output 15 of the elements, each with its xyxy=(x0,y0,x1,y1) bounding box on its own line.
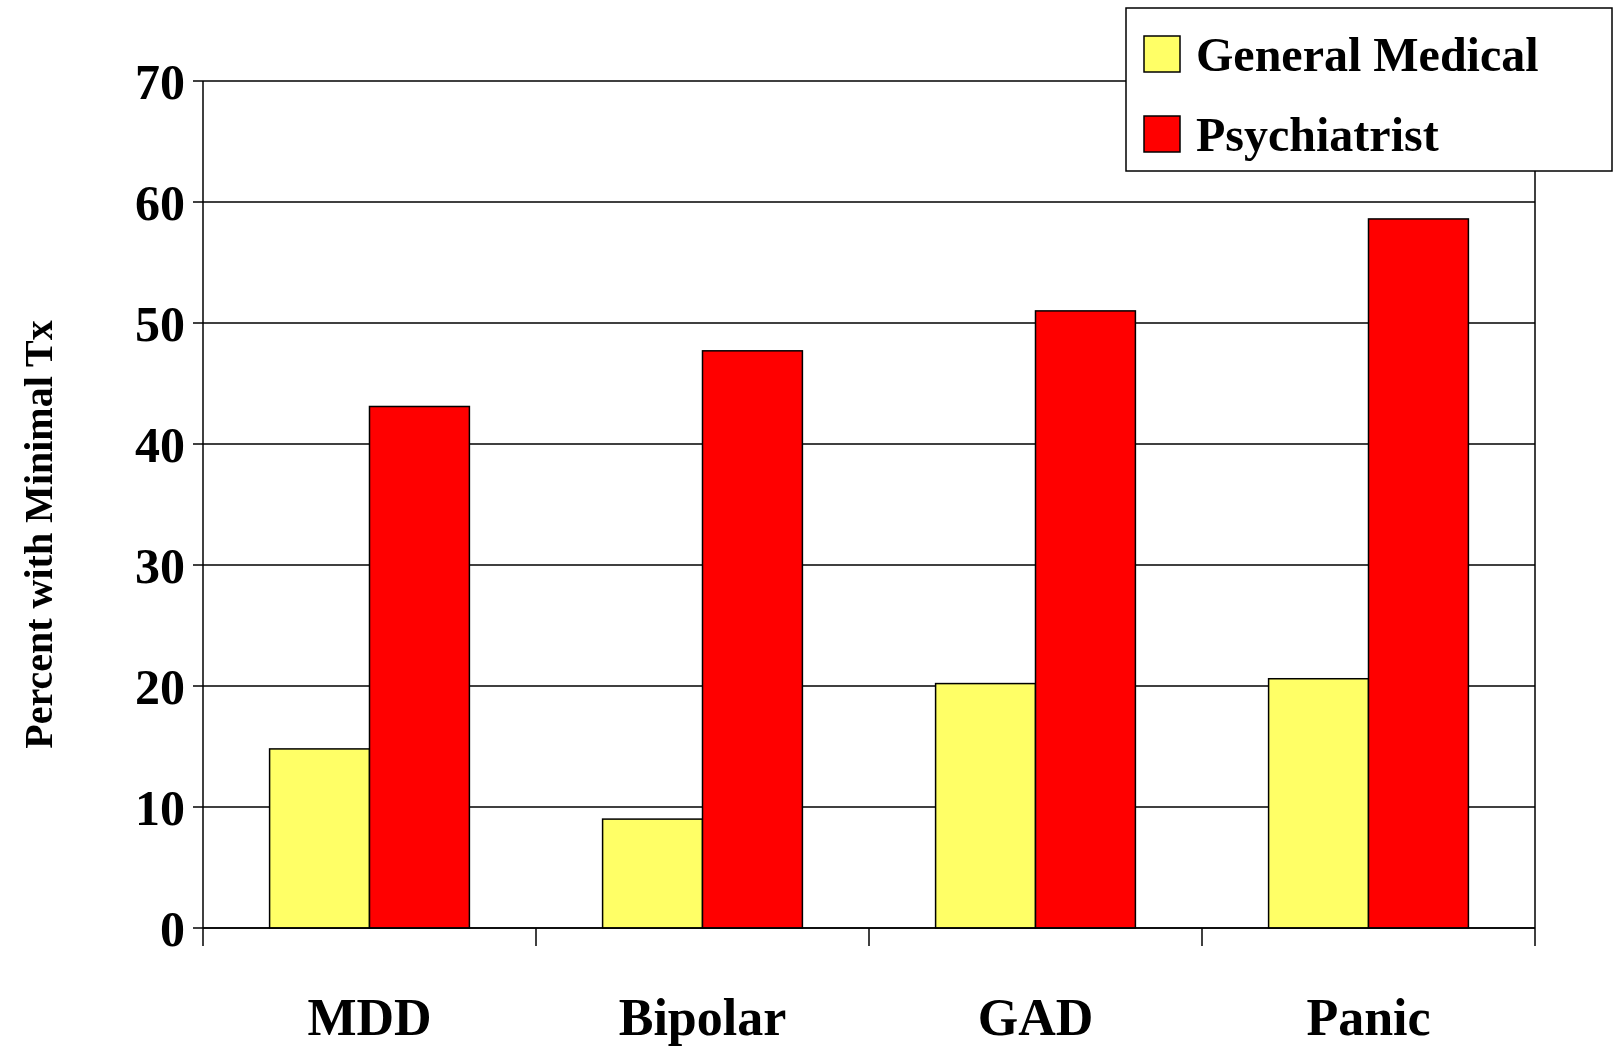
x-tick-label: Panic xyxy=(1306,989,1431,1046)
y-tick-label: 20 xyxy=(135,658,185,715)
legend-label: Psychiatrist xyxy=(1196,107,1439,161)
y-tick-label: 30 xyxy=(135,537,185,594)
y-tick-label: 70 xyxy=(135,53,185,110)
y-axis-title: Percent with Minimal Tx xyxy=(16,320,61,749)
y-tick-label: 50 xyxy=(135,295,185,352)
legend-label: General Medical xyxy=(1196,27,1539,81)
x-tick-label: MDD xyxy=(307,989,432,1046)
y-tick-label: 40 xyxy=(135,416,185,473)
y-tick-label: 60 xyxy=(135,174,185,231)
y-tick-label: 0 xyxy=(160,900,185,957)
y-tick-label: 10 xyxy=(135,779,185,836)
x-tick-label: Bipolar xyxy=(618,989,787,1046)
x-tick-label: GAD xyxy=(977,989,1094,1046)
